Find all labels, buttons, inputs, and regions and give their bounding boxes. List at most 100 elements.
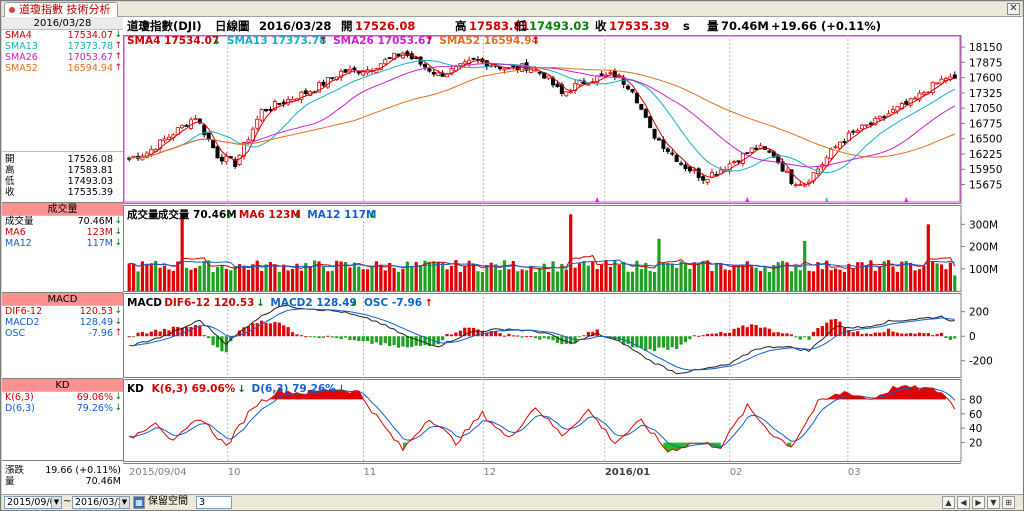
candle-body (732, 161, 737, 163)
candle-body (705, 178, 710, 183)
macd-osc-bar (701, 335, 705, 337)
calendar-icon[interactable]: ▦ (133, 496, 145, 509)
zoom-out-icon[interactable]: ▼ (987, 496, 1000, 509)
macd-osc-bar (661, 336, 666, 348)
x-tick-label: 2015/09/04 (129, 467, 187, 478)
volume-bar (246, 269, 251, 291)
macd-osc-bar (485, 332, 489, 337)
price-info-panel: 2016/03/28 SMA4 17534.07 ↓ SMA13 17373.78 ↑ SM… (2, 17, 123, 152)
volume-info-panel: 成交量 成交量 70.46M ↓ MA6 123M ↓ MA12 117M ↓ (2, 203, 123, 293)
keep-space-label: 保留空間 (148, 496, 188, 507)
macd-osc-bar (542, 336, 546, 339)
candle-body (546, 75, 551, 79)
volume-bar (776, 262, 780, 291)
start-date-picker[interactable]: 2015/09/04 ▼ (4, 496, 62, 509)
volume-bar (383, 270, 387, 291)
macd-osc-bar (886, 328, 891, 337)
arrow-down-icon: ↓ (238, 384, 246, 395)
candle-body (197, 118, 202, 124)
candle-body (361, 71, 366, 76)
end-date-picker[interactable]: 2016/03/28 ▼ (72, 496, 130, 509)
header-high: 17583.81 (469, 19, 529, 33)
vol-label: MA6 (5, 227, 26, 238)
volume-bar (767, 271, 771, 291)
volume-bar (935, 263, 939, 291)
tab-dot-icon (9, 7, 15, 13)
close-button[interactable]: ✕ (1007, 3, 1020, 15)
macd-osc-bar (794, 336, 798, 338)
scroll-left-icon[interactable]: ◀ (957, 496, 970, 509)
volume-bar (132, 263, 136, 291)
volume-bar (564, 269, 568, 291)
macd-osc-bar (630, 336, 635, 348)
candle-body (873, 118, 878, 126)
volume-bar (127, 263, 131, 291)
candle-body (793, 184, 798, 187)
candle-body (577, 79, 582, 86)
volume-bar (860, 262, 864, 291)
macd-row: DIF6-12 120.53 ↓ (2, 306, 123, 317)
macd-y-tick-label: 200 (969, 307, 989, 319)
volume-bar (330, 270, 334, 291)
ohlc-row: 開 17526.08 (2, 154, 123, 165)
x-tick-label: 10 (228, 467, 241, 478)
volume-bar (635, 260, 639, 291)
sma-row: SMA4 17534.07 ↓ (2, 30, 123, 41)
volume-bar (370, 266, 374, 291)
tab-technical-analysis[interactable]: 道瓊指數 技術分析 (4, 2, 118, 17)
volume-bar (171, 270, 175, 291)
candle-body (303, 90, 308, 94)
volume-bar (613, 260, 617, 291)
zoom-in-icon[interactable]: ▲ (942, 496, 955, 509)
macd-osc-bar (697, 335, 701, 337)
macd-osc-bar (242, 327, 246, 337)
chart-area[interactable]: 道瓊指數(DJI) 日線圖 2016/03/28 開 17526.08 高 17583.81… (123, 17, 1023, 494)
volume-bar (427, 261, 432, 291)
macd-osc-bar (339, 336, 343, 340)
macd-osc-bar (454, 332, 458, 337)
keep-space-input[interactable]: 3 (196, 496, 232, 509)
legend-macd-item: DIF6-12 120.53 (164, 297, 254, 309)
volume-bar (418, 265, 423, 291)
volume-bar (679, 261, 683, 291)
volume-bar (304, 263, 308, 291)
macd-osc-bar (264, 322, 268, 337)
chart-canvas[interactable]: 道瓊指數(DJI) 日線圖 2016/03/28 開 17526.08 高 17583.81… (123, 17, 1023, 494)
volume-bar (489, 262, 493, 291)
fit-icon[interactable]: ⊞ (1002, 496, 1015, 509)
macd-value: 128.49 (79, 317, 113, 328)
volume-bar (374, 261, 379, 291)
macd-osc-bar (741, 325, 745, 337)
macd-osc-bar (939, 332, 944, 337)
candle-body (564, 91, 569, 97)
arrow-down-icon: ↓ (293, 210, 301, 221)
ohlc-row: 高 17583.81 (2, 165, 123, 176)
price-y-tick-label: 17600 (969, 73, 1002, 85)
volume-bar (162, 265, 167, 291)
candle-body (471, 57, 476, 60)
volume-bar (560, 263, 564, 291)
signal-marker-icon (904, 197, 909, 202)
macd-osc-bar (820, 326, 824, 337)
macd-osc-bar (502, 335, 507, 337)
arrow-down-icon: ↓ (114, 216, 122, 226)
macd-osc-bar (215, 336, 220, 348)
macd-osc-bar (847, 329, 851, 337)
candle-body (162, 138, 167, 142)
arrow-down-icon: ↓ (114, 317, 122, 327)
macd-osc-bar (785, 333, 789, 337)
kd-panel-frame (123, 379, 962, 462)
header-close-label: 收 (595, 19, 607, 33)
macd-osc-bar (564, 336, 568, 344)
macd-osc-bar (913, 333, 917, 337)
candle-body (436, 72, 441, 76)
volume-bar (754, 267, 758, 291)
x-tick-label: 02 (730, 467, 743, 478)
volume-bar (185, 267, 189, 291)
scroll-right-icon[interactable]: ▶ (972, 496, 985, 509)
macd-osc-bar (405, 336, 409, 348)
candle-body (511, 65, 516, 68)
volume-bar (140, 261, 145, 291)
macd-osc-bar (383, 336, 387, 344)
volume-bar (507, 269, 511, 291)
